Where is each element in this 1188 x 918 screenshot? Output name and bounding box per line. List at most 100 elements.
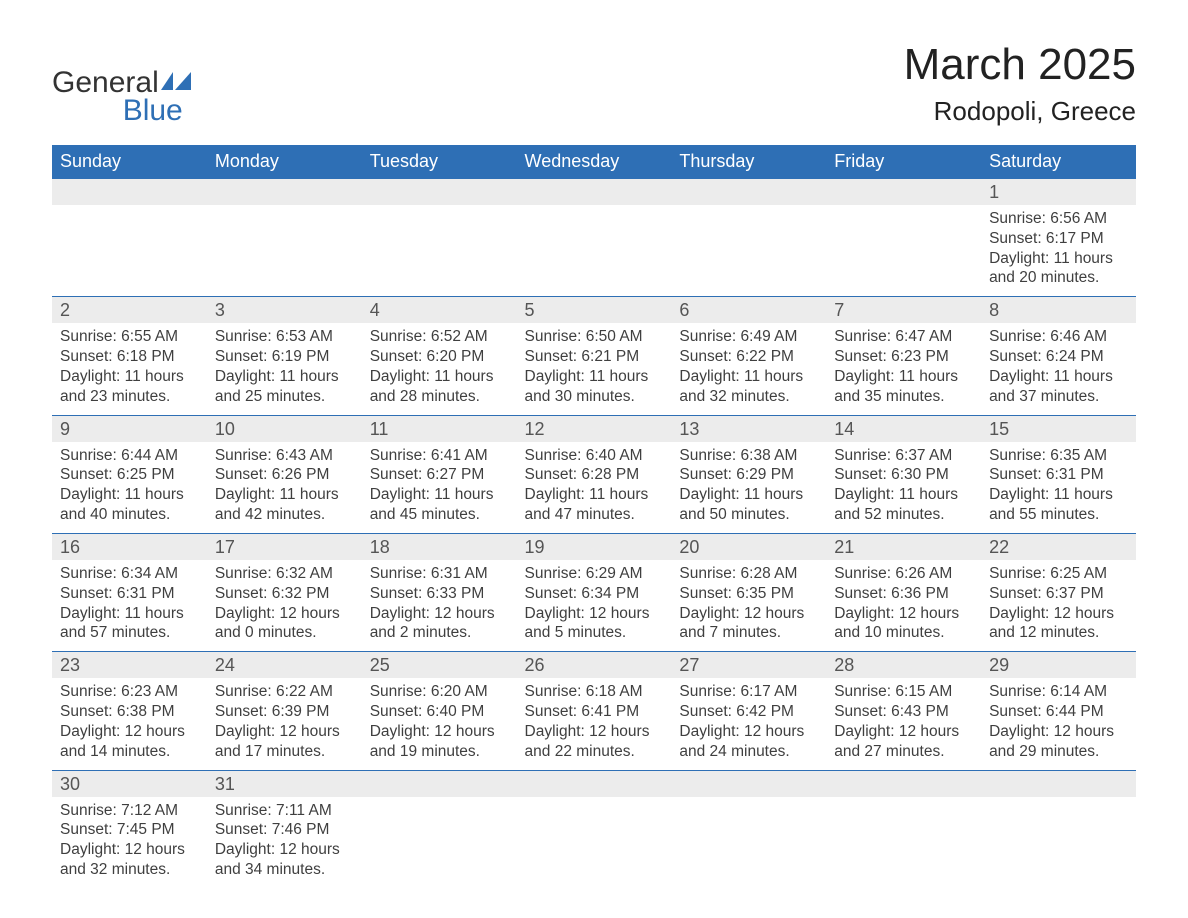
calendar-day-cell — [671, 179, 826, 297]
calendar-day-cell: 28 Sunrise: 6:15 AMSunset: 6:43 PMDayligh… — [826, 652, 981, 770]
calendar-day-cell: 16Sunrise: 6:34 AMSunset: 6:31 PMDayligh… — [52, 533, 207, 651]
sunset-line: Sunset: 6:31 PM — [60, 584, 199, 604]
sunset-line: Sunset: 6:29 PM — [679, 465, 818, 485]
daylight-line: Daylight: 12 hours and 27 minutes. — [834, 722, 973, 762]
sunset-line: Sunset: 6:28 PM — [525, 465, 664, 485]
calendar-day-cell — [517, 770, 672, 888]
day-number: 28 — [826, 652, 981, 678]
day-content: Sunrise: 6:46 AMSunset: 6:24 PMDaylight:… — [981, 323, 1136, 414]
day-number: 1 — [981, 179, 1136, 205]
day-content: Sunrise: 6:29 AMSunset: 6:34 PMDaylight:… — [517, 560, 672, 651]
day-content: Sunrise: 6:25 AMSunset: 6:37 PMDaylight:… — [981, 560, 1136, 651]
day-content: Sunrise: 6:55 AMSunset: 6:18 PMDaylight:… — [52, 323, 207, 414]
sunrise-line: Sunrise: 6:44 AM — [60, 446, 199, 466]
sunrise-line: Sunrise: 7:12 AM — [60, 801, 199, 821]
sunset-line: Sunset: 6:43 PM — [834, 702, 973, 722]
daylight-line: Daylight: 11 hours and 35 minutes. — [834, 367, 973, 407]
calendar-day-cell: 9Sunrise: 6:44 AMSunset: 6:25 PMDaylight… — [52, 415, 207, 533]
calendar-day-cell: 5Sunrise: 6:50 AMSunset: 6:21 PMDaylight… — [517, 297, 672, 415]
day-number: 18 — [362, 534, 517, 560]
day-content — [52, 205, 207, 295]
day-content: Sunrise: 6:41 AMSunset: 6:27 PMDaylight:… — [362, 442, 517, 533]
daylight-line: Daylight: 11 hours and 52 minutes. — [834, 485, 973, 525]
sunrise-line: Sunrise: 6:34 AM — [60, 564, 199, 584]
day-content: Sunrise: 6:56 AMSunset: 6:17 PMDaylight:… — [981, 205, 1136, 296]
sunset-line: Sunset: 6:26 PM — [215, 465, 354, 485]
daylight-line: Daylight: 12 hours and 7 minutes. — [679, 604, 818, 644]
daylight-line: Daylight: 12 hours and 19 minutes. — [370, 722, 509, 762]
calendar-day-cell: 22Sunrise: 6:25 AMSunset: 6:37 PMDayligh… — [981, 533, 1136, 651]
daylight-line: Daylight: 12 hours and 14 minutes. — [60, 722, 199, 762]
day-content: Sunrise: 6:52 AMSunset: 6:20 PMDaylight:… — [362, 323, 517, 414]
sunrise-line: Sunrise: 6:43 AM — [215, 446, 354, 466]
sunset-line: Sunset: 6:33 PM — [370, 584, 509, 604]
daylight-line: Daylight: 11 hours and 40 minutes. — [60, 485, 199, 525]
daylight-line: Daylight: 11 hours and 57 minutes. — [60, 604, 199, 644]
calendar-day-cell — [517, 179, 672, 297]
day-number: 6 — [671, 297, 826, 323]
calendar-day-cell: 24Sunrise: 6:22 AMSunset: 6:39 PMDayligh… — [207, 652, 362, 770]
sunrise-line: Sunrise: 6:46 AM — [989, 327, 1128, 347]
day-number: 7 — [826, 297, 981, 323]
calendar-day-cell: 31Sunrise: 7:11 AMSunset: 7:46 PMDayligh… — [207, 770, 362, 888]
day-number: 23 — [52, 652, 207, 678]
calendar-day-cell: 23Sunrise: 6:23 AMSunset: 6:38 PMDayligh… — [52, 652, 207, 770]
daylight-line: Daylight: 12 hours and 5 minutes. — [525, 604, 664, 644]
day-number: 15 — [981, 416, 1136, 442]
day-number: 20 — [671, 534, 826, 560]
day-number — [362, 179, 517, 205]
daylight-line: Daylight: 12 hours and 29 minutes. — [989, 722, 1128, 762]
calendar-day-cell: 3Sunrise: 6:53 AMSunset: 6:19 PMDaylight… — [207, 297, 362, 415]
day-number: 13 — [671, 416, 826, 442]
sunset-line: Sunset: 6:25 PM — [60, 465, 199, 485]
day-content: Sunrise: 6:50 AMSunset: 6:21 PMDaylight:… — [517, 323, 672, 414]
sunset-line: Sunset: 6:23 PM — [834, 347, 973, 367]
daylight-line: Daylight: 11 hours and 37 minutes. — [989, 367, 1128, 407]
sunrise-line: Sunrise: 7:11 AM — [215, 801, 354, 821]
day-content: Sunrise: 6:53 AMSunset: 6:19 PMDaylight:… — [207, 323, 362, 414]
sunrise-line: Sunrise: 6:47 AM — [834, 327, 973, 347]
calendar-day-cell — [826, 770, 981, 888]
sunset-line: Sunset: 6:31 PM — [989, 465, 1128, 485]
calendar-day-cell — [362, 770, 517, 888]
day-number: 22 — [981, 534, 1136, 560]
sunset-line: Sunset: 6:37 PM — [989, 584, 1128, 604]
sunrise-line: Sunrise: 6:55 AM — [60, 327, 199, 347]
day-number: 16 — [52, 534, 207, 560]
calendar-day-cell: 26Sunrise: 6:18 AMSunset: 6:41 PMDayligh… — [517, 652, 672, 770]
day-number — [826, 179, 981, 205]
day-content: Sunrise: 6:49 AMSunset: 6:22 PMDaylight:… — [671, 323, 826, 414]
calendar-day-cell: 14Sunrise: 6:37 AMSunset: 6:30 PMDayligh… — [826, 415, 981, 533]
calendar-day-cell: 20Sunrise: 6:28 AMSunset: 6:35 PMDayligh… — [671, 533, 826, 651]
weekday-header: Sunday — [52, 145, 207, 179]
day-content: Sunrise: 6:17 AMSunset: 6:42 PMDaylight:… — [671, 678, 826, 769]
calendar-day-cell — [207, 179, 362, 297]
sunset-line: Sunset: 6:24 PM — [989, 347, 1128, 367]
calendar-day-cell — [826, 179, 981, 297]
sunset-line: Sunset: 6:41 PM — [525, 702, 664, 722]
sunrise-line: Sunrise: 6:15 AM — [834, 682, 973, 702]
day-number: 12 — [517, 416, 672, 442]
day-content: Sunrise: 6:26 AMSunset: 6:36 PMDaylight:… — [826, 560, 981, 651]
daylight-line: Daylight: 12 hours and 17 minutes. — [215, 722, 354, 762]
day-content: Sunrise: 6:14 AMSunset: 6:44 PMDaylight:… — [981, 678, 1136, 769]
day-content: Sunrise: 6:34 AMSunset: 6:31 PMDaylight:… — [52, 560, 207, 651]
day-content: Sunrise: 6:35 AMSunset: 6:31 PMDaylight:… — [981, 442, 1136, 533]
weekday-header-row: Sunday Monday Tuesday Wednesday Thursday… — [52, 145, 1136, 179]
weekday-header: Saturday — [981, 145, 1136, 179]
day-number: 21 — [826, 534, 981, 560]
calendar-day-cell — [362, 179, 517, 297]
sunrise-line: Sunrise: 6:25 AM — [989, 564, 1128, 584]
sunrise-line: Sunrise: 6:28 AM — [679, 564, 818, 584]
sunset-line: Sunset: 6:27 PM — [370, 465, 509, 485]
sunset-line: Sunset: 6:39 PM — [215, 702, 354, 722]
daylight-line: Daylight: 12 hours and 22 minutes. — [525, 722, 664, 762]
sunset-line: Sunset: 6:17 PM — [989, 229, 1128, 249]
day-content — [671, 205, 826, 295]
sunset-line: Sunset: 7:46 PM — [215, 820, 354, 840]
day-number: 31 — [207, 771, 362, 797]
day-content: Sunrise: 6:40 AMSunset: 6:28 PMDaylight:… — [517, 442, 672, 533]
calendar-day-cell: 25Sunrise: 6:20 AMSunset: 6:40 PMDayligh… — [362, 652, 517, 770]
day-content — [826, 205, 981, 295]
day-number — [52, 179, 207, 205]
